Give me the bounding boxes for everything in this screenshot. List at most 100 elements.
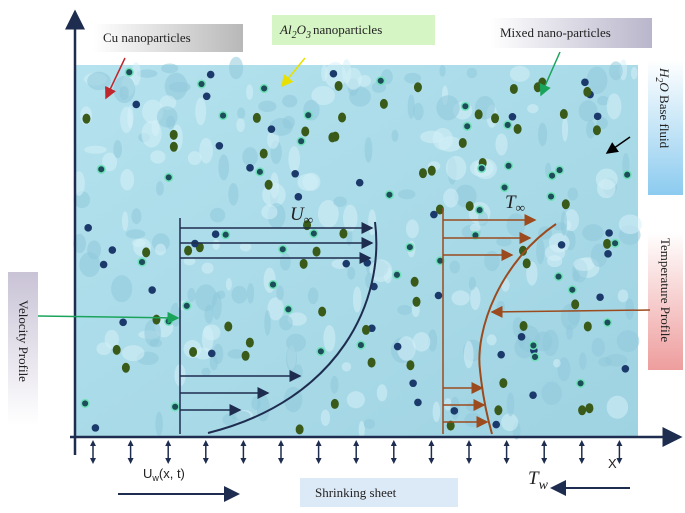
al2o3-particle <box>583 321 592 332</box>
velocity-box <box>8 272 38 425</box>
droplet <box>258 100 277 113</box>
droplet <box>590 243 608 268</box>
cu-particle <box>267 125 276 133</box>
droplet <box>159 95 177 110</box>
mixed-box <box>490 18 652 48</box>
droplet <box>113 75 136 104</box>
droplet <box>506 213 526 237</box>
droplet <box>586 120 596 139</box>
al2o3-particle <box>412 296 421 307</box>
cu-particle <box>604 250 612 258</box>
droplet <box>149 338 162 348</box>
cu-arrow <box>105 57 126 100</box>
water-texture <box>73 56 642 440</box>
cu-particle <box>91 424 100 432</box>
droplet <box>506 392 515 417</box>
cu-particle <box>529 391 537 400</box>
droplet <box>432 401 441 423</box>
droplet <box>342 59 352 84</box>
al2o3-particle <box>169 141 178 152</box>
cu-particle <box>450 407 459 415</box>
cu-particle <box>605 229 613 237</box>
cu-particle <box>202 92 211 101</box>
shrinking-label: Shrinking sheet <box>315 485 397 500</box>
droplet <box>227 349 246 359</box>
mixed-particle <box>376 76 386 86</box>
droplet <box>469 223 481 233</box>
droplet <box>121 345 145 362</box>
mixed-particle <box>392 270 402 280</box>
mixed-particle <box>567 285 577 295</box>
droplet <box>317 199 339 228</box>
al2o3-particle <box>418 168 427 179</box>
droplet <box>341 362 352 372</box>
velocity-label: Velocity Profile <box>16 300 31 382</box>
uw-label: Uw(x, t) <box>143 466 185 483</box>
mixed-particle <box>218 111 228 121</box>
al2o3-particle <box>491 113 500 124</box>
droplet <box>279 252 291 271</box>
droplet <box>596 178 616 199</box>
mixed-particle <box>221 230 231 240</box>
cu-particle <box>557 241 566 249</box>
sheet-tick-head <box>616 440 623 464</box>
mixed-particle <box>553 272 564 282</box>
droplet <box>616 330 640 353</box>
cu-particle <box>206 70 215 79</box>
droplet <box>113 140 123 159</box>
sheet-tick-head <box>90 440 96 464</box>
al2o3-particle <box>427 165 436 176</box>
al2o3-particle <box>499 378 508 389</box>
droplet <box>397 336 416 361</box>
al2o3-particle <box>339 228 348 239</box>
al2o3-particle <box>224 321 233 332</box>
al2o3-particle <box>583 86 592 97</box>
droplet <box>579 352 587 370</box>
droplet <box>428 329 438 352</box>
droplet <box>468 276 476 291</box>
al2o3-particle <box>189 346 198 357</box>
droplet <box>436 95 460 121</box>
droplet <box>358 420 365 439</box>
al2o3-particle <box>367 357 376 368</box>
al2o3-particle <box>338 112 347 123</box>
sheet-tick-head <box>127 440 134 464</box>
mixed-particle <box>470 230 480 240</box>
droplet <box>246 84 254 100</box>
cu-particle <box>517 333 526 341</box>
al2o3-particle <box>169 129 178 140</box>
mixed-particle <box>547 171 557 181</box>
cu-particle <box>596 293 604 302</box>
al2o3-particle <box>410 276 419 287</box>
al2o3-particle <box>519 245 528 256</box>
mixed-particle <box>477 163 487 173</box>
droplet <box>391 129 399 142</box>
al2o3-particle <box>585 403 594 414</box>
droplet <box>596 117 608 130</box>
mixed-particle <box>303 110 313 120</box>
droplet <box>343 204 358 232</box>
al2o3-particle <box>592 125 601 136</box>
droplet <box>302 172 321 191</box>
al2o3-particle <box>301 126 310 137</box>
droplet <box>282 94 298 108</box>
sheet-tick-head <box>428 440 435 464</box>
al2o3-particle <box>184 245 193 256</box>
temperature-arrow <box>490 305 651 318</box>
droplet <box>187 151 202 166</box>
cu-particle <box>329 69 338 78</box>
al2o3-box <box>272 15 435 45</box>
droplet <box>195 97 207 126</box>
droplet <box>443 188 459 208</box>
cu-particle <box>291 169 299 178</box>
droplet <box>256 394 270 422</box>
droplet <box>137 69 158 78</box>
droplet <box>586 66 608 95</box>
droplet <box>625 298 635 320</box>
droplet <box>269 118 293 136</box>
mixed-particle <box>124 67 134 77</box>
droplet <box>231 285 248 304</box>
shrinking-box <box>300 478 458 507</box>
droplet <box>320 409 331 426</box>
al2o3-particle <box>361 324 370 335</box>
